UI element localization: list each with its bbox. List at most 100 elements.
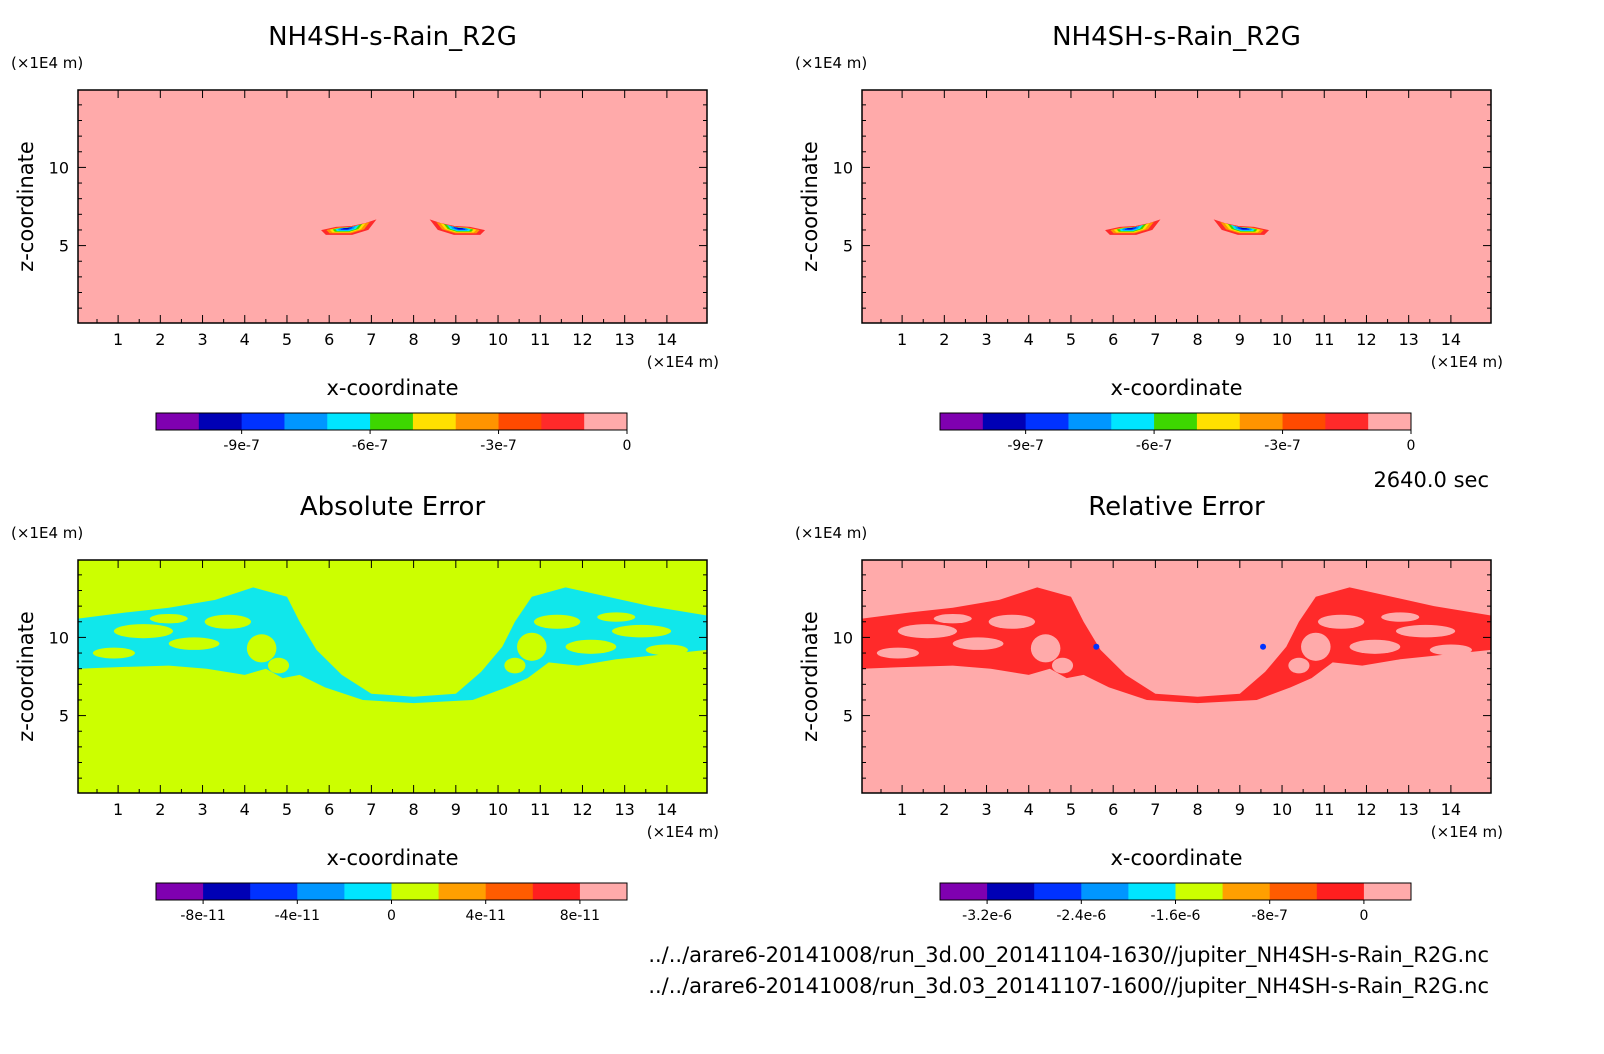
colorbar-tick-label: -3.2e-6 [962,908,1012,924]
x-tick-label: 10 [488,800,508,819]
file-path-1: ../../arare6-20141008/run_3d.00_20141104… [648,943,1489,968]
x-tick-label: 3 [981,330,991,349]
y-tick-label: 5 [843,707,853,726]
x-tick-label: 12 [572,800,592,819]
x-tick-label: 1 [113,330,123,349]
heatmap-background [862,560,1491,793]
x-tick-label: 6 [324,330,334,349]
colorbar-swatch [982,413,1027,430]
x-unit-label: (×1E4 m) [1431,823,1503,841]
colorbar-swatch [1081,883,1129,900]
x-tick-label: 9 [451,800,461,819]
colorbar-tick-label: -8e-7 [1251,908,1288,924]
colorbar-swatch [241,413,285,430]
y-tick-label: 10 [49,158,69,177]
error-gap [597,612,636,622]
colorbar: -9e-7 -6e-7 -3e-7 0 [939,412,1416,454]
colorbar-swatch [327,413,371,430]
colorbar-swatch [1269,883,1318,900]
colorbar-swatch [370,413,414,430]
colorbar-tick-label: 0 [387,908,396,924]
colorbar-swatch [1154,413,1198,430]
y-axis-label: z-coordinate [14,611,38,742]
colorbar-tick-label: -2.4e-6 [1056,908,1106,924]
heatmap-background [78,90,707,323]
colorbar-swatch [1325,413,1369,430]
error-gap [1396,624,1456,638]
data-blob-ring [456,227,464,230]
x-tick-label: 9 [1235,330,1245,349]
colorbar-tick-label: 4e-11 [466,908,506,924]
x-tick-label: 13 [615,800,635,819]
x-unit-label: (×1E4 m) [647,823,719,841]
error-spot [1260,643,1267,650]
x-tick-label: 8 [1193,330,1203,349]
colorbar-swatch [198,413,243,430]
y-unit-label: (×1E4 m) [11,54,83,72]
colorbar-swatch [156,883,204,900]
colorbar-tick-label: -9e-7 [1007,438,1044,454]
x-tick-label: 3 [197,800,207,819]
error-gap [168,637,220,650]
x-tick-label: 3 [981,800,991,819]
x-tick-label: 7 [366,800,376,819]
error-gap [1288,657,1310,674]
panel-2: NH4SH-s-Rain_R2G(×1E4 m)1 2 3 4 5 6 7 8 9 10 11 12 1… [795,22,1503,454]
file-path-2: ../../arare6-20141008/run_3d.03_20141107… [648,974,1489,999]
x-tick-label: 5 [282,800,292,819]
heatmap-field [862,90,1491,323]
error-gap [1030,634,1061,663]
x-axis-label: x-coordinate [326,376,458,400]
colorbar: -3.2e-6 -2.4e-6 -1.6e-6 -8e-7 0 [939,882,1412,924]
heatmap-background [862,90,1491,323]
colorbar-swatch [156,413,200,430]
y-tick-label: 10 [833,628,853,647]
colorbar-tick-label: 0 [1407,438,1416,454]
x-tick-label: 8 [1193,800,1203,819]
heatmap-background [78,560,707,793]
error-gap [92,647,135,659]
colorbar-tick-label: 0 [623,438,632,454]
x-tick-label: 14 [1441,800,1461,819]
x-tick-label: 11 [530,800,550,819]
x-tick-label: 11 [1314,330,1334,349]
colorbar-swatch [541,413,585,430]
colorbar-swatch [1282,413,1326,430]
colorbar-tick-label: -8e-11 [180,908,225,924]
y-axis-label: z-coordinate [14,141,38,272]
colorbar-swatch [1239,413,1284,430]
error-gap [149,613,188,624]
colorbar-swatch [1196,413,1241,430]
x-axis-label: x-coordinate [326,846,458,870]
colorbar-swatch [203,883,251,900]
colorbar-tick-label: -6e-7 [352,438,389,454]
error-gap [933,613,972,624]
colorbar-swatch [1368,413,1412,430]
error-gap [897,624,957,639]
error-gap [612,624,672,638]
y-tick-label: 5 [843,237,853,256]
x-tick-label: 2 [155,330,165,349]
colorbar-swatch [412,413,457,430]
heatmap-field [78,90,707,323]
x-tick-label: 4 [1024,330,1034,349]
x-tick-label: 9 [451,330,461,349]
x-tick-label: 6 [324,800,334,819]
x-unit-label: (×1E4 m) [1431,353,1503,371]
colorbar-swatch [579,883,628,900]
x-tick-label: 12 [572,330,592,349]
x-tick-label: 12 [1356,330,1376,349]
x-tick-label: 8 [409,330,419,349]
x-tick-label: 8 [409,800,419,819]
error-gap [1301,632,1331,661]
colorbar-swatch [1175,883,1224,900]
x-tick-label: 7 [1150,330,1160,349]
error-gap [517,632,547,661]
x-tick-label: 10 [488,330,508,349]
x-tick-label: 10 [1272,330,1292,349]
error-gap [952,637,1004,650]
colorbar-tick-label: -1.6e-6 [1151,908,1201,924]
x-tick-label: 14 [1441,330,1461,349]
colorbar-swatch [1025,413,1069,430]
colorbar-tick-label: -3e-7 [1264,438,1301,454]
